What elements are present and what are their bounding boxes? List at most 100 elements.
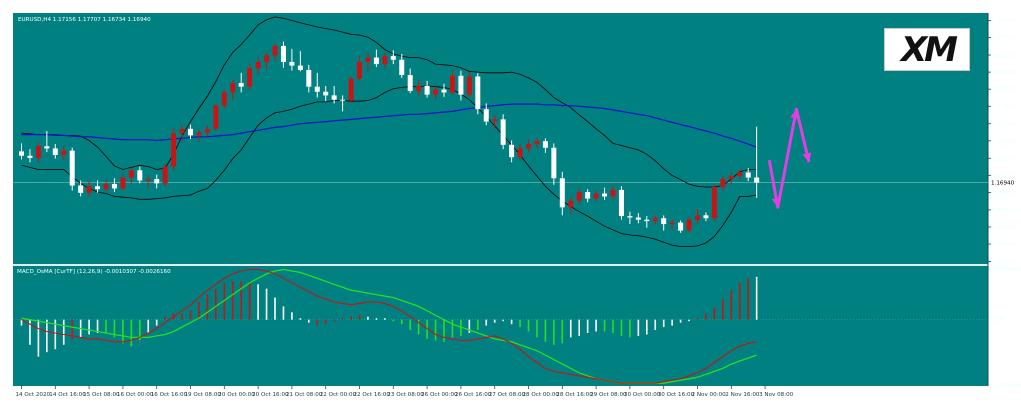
current-price-label: 1.16940 bbox=[991, 181, 1015, 187]
candle-body bbox=[297, 65, 303, 70]
candle-body bbox=[500, 119, 506, 145]
macd-tick-label: 0.0034667 bbox=[992, 267, 1021, 273]
candle bbox=[35, 142, 41, 163]
candle-body bbox=[407, 75, 413, 92]
candle-body bbox=[255, 61, 261, 69]
price-tick-label: 1.17275 bbox=[992, 156, 1016, 162]
macd-chart-layer bbox=[13, 268, 988, 384]
candle bbox=[526, 139, 531, 153]
candle bbox=[466, 72, 472, 97]
time-tick-label: 16 Oct 00:00 bbox=[117, 392, 154, 398]
candle-body bbox=[483, 109, 489, 122]
candle-body bbox=[728, 176, 734, 179]
candle-body bbox=[559, 178, 565, 208]
candle bbox=[652, 215, 658, 225]
candle bbox=[297, 51, 303, 72]
candle-body bbox=[466, 76, 472, 95]
candle-body bbox=[289, 61, 295, 66]
candle bbox=[602, 187, 608, 201]
candle-body bbox=[272, 45, 278, 56]
candle-body bbox=[433, 89, 439, 95]
candle bbox=[179, 125, 185, 142]
candle bbox=[416, 79, 422, 97]
candle-body bbox=[230, 83, 236, 93]
candle-body bbox=[458, 75, 464, 95]
candle bbox=[348, 76, 354, 103]
candle-body bbox=[416, 85, 422, 92]
candle-body bbox=[78, 185, 84, 193]
candle-body bbox=[652, 218, 658, 222]
candle-body bbox=[737, 172, 743, 177]
candle-body bbox=[128, 170, 134, 178]
time-tick-label: 16 Oct 16:00 bbox=[151, 392, 188, 398]
candle-body bbox=[103, 184, 109, 190]
candle bbox=[382, 52, 388, 69]
current-price-tag bbox=[989, 178, 1017, 187]
price-tick-label: 1.16565 bbox=[992, 208, 1016, 214]
candle bbox=[509, 140, 515, 163]
candle-body bbox=[441, 89, 447, 93]
candle-body bbox=[509, 144, 515, 158]
time-tick-label: 19 Oct 08:00 bbox=[185, 392, 222, 398]
candle bbox=[720, 175, 726, 191]
candle bbox=[745, 168, 751, 182]
candle bbox=[695, 208, 700, 225]
candle bbox=[703, 212, 709, 222]
candle bbox=[551, 143, 557, 185]
xm-logo: XM bbox=[884, 28, 970, 71]
candle bbox=[492, 115, 498, 129]
candle bbox=[331, 85, 337, 104]
candle-body bbox=[120, 177, 126, 189]
candle-body bbox=[162, 166, 168, 184]
candle bbox=[585, 189, 591, 203]
candle bbox=[390, 50, 396, 65]
price-tick-label: 1.17515 bbox=[992, 139, 1016, 145]
candle bbox=[145, 175, 151, 187]
candle bbox=[576, 188, 582, 205]
time-tick-label: 3 Nov 08:00 bbox=[759, 392, 794, 398]
time-tick-label: 23 Oct 08:00 bbox=[387, 392, 424, 398]
candle-body bbox=[517, 148, 523, 158]
macd-main-line bbox=[21, 268, 757, 384]
candle-body bbox=[534, 141, 540, 145]
candle bbox=[449, 69, 455, 95]
time-tick-label: 2 Nov 16:00 bbox=[725, 392, 760, 398]
candle-body bbox=[475, 76, 481, 110]
time-tick-label: 22 Oct 16:00 bbox=[354, 392, 391, 398]
indicator-header: MACD_OsMA [CurTF] (12,26,9) -0.0010307 -… bbox=[17, 269, 171, 275]
candle-body bbox=[27, 155, 33, 158]
price-tick-label: 1.18460 bbox=[992, 70, 1016, 76]
candle bbox=[264, 52, 270, 70]
axis-layer: 1.19170 1.18935 1.18695 1.18460 1.18225 1.179… bbox=[16, 19, 1021, 399]
candle-body bbox=[44, 146, 50, 149]
candle bbox=[120, 173, 126, 191]
candle-body bbox=[179, 128, 185, 134]
candle bbox=[357, 56, 362, 81]
price-tick-label: 1.18225 bbox=[992, 87, 1016, 93]
price-tick-label: 1.18695 bbox=[992, 53, 1016, 59]
candle bbox=[669, 219, 675, 230]
candle-body bbox=[720, 178, 726, 187]
candle-body bbox=[644, 219, 650, 222]
candle bbox=[306, 64, 312, 93]
candle bbox=[534, 137, 540, 149]
candle bbox=[754, 126, 760, 198]
candle-body bbox=[678, 222, 684, 231]
candle-body bbox=[627, 216, 633, 218]
candle-body bbox=[306, 69, 312, 87]
candle-body bbox=[754, 177, 760, 183]
candle bbox=[737, 169, 743, 181]
time-tick-label: 26 Oct 00:00 bbox=[421, 392, 458, 398]
candle-body bbox=[323, 91, 329, 96]
candle bbox=[433, 85, 439, 100]
candle-body bbox=[711, 186, 717, 219]
candle-body bbox=[137, 170, 143, 181]
candle-body bbox=[86, 186, 92, 193]
candle bbox=[44, 131, 50, 153]
candle-body bbox=[703, 215, 709, 219]
candle bbox=[728, 172, 734, 185]
candle bbox=[213, 103, 219, 132]
candle-body bbox=[542, 141, 548, 148]
